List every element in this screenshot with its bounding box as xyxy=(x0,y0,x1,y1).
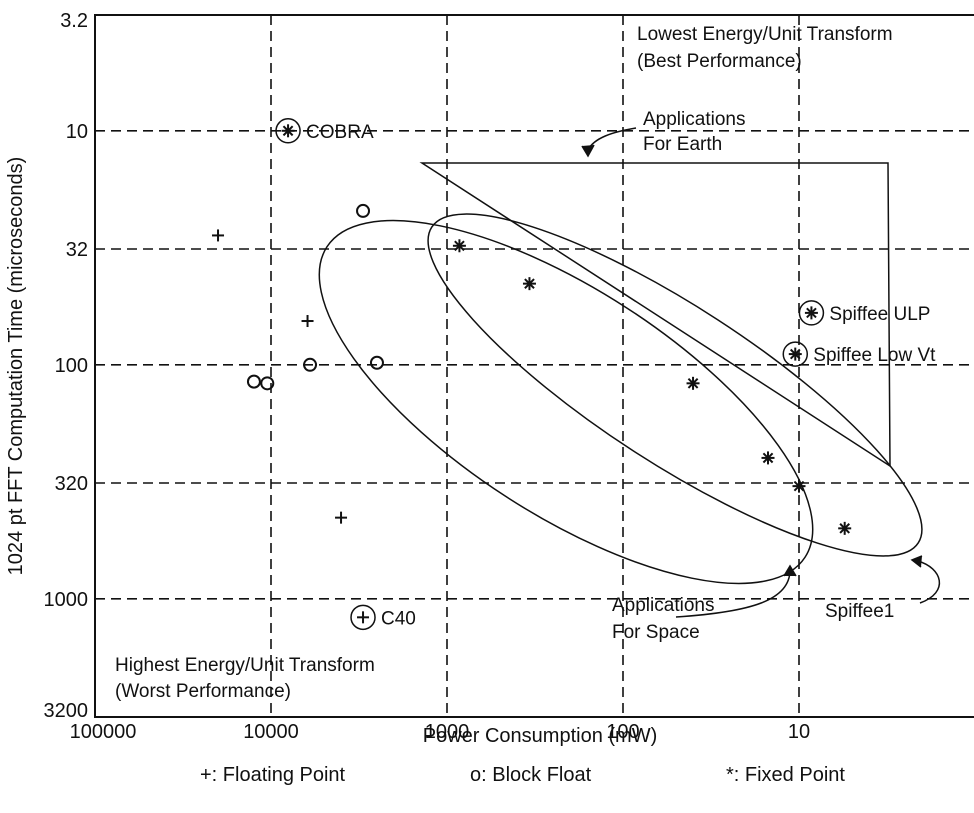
gridlines xyxy=(95,15,974,717)
applications-for-space-ellipse xyxy=(318,219,814,585)
x-tick-label: 1000 xyxy=(425,721,470,743)
cobra-marker xyxy=(281,124,295,138)
space-note-line1: Applications xyxy=(612,595,714,616)
block-float-marker xyxy=(303,357,318,372)
worst-performance-note-line2: (Worst Performance) xyxy=(115,681,291,702)
point-labels: COBRA C40 Spiffee ULP Spiffee Low Vt xyxy=(275,118,936,631)
cobra-label: COBRA xyxy=(306,122,374,143)
x-tick-label: 10000 xyxy=(243,721,299,743)
floating-point-marker xyxy=(301,315,314,328)
space-note-line2: For Space xyxy=(612,622,700,643)
spiffee-ulp-label: Spiffee ULP xyxy=(829,304,930,325)
spiffee-low-vt-marker xyxy=(788,347,802,361)
earth-note-line2: For Earth xyxy=(643,134,722,155)
space-callout-arrowhead xyxy=(783,564,797,577)
tick-labels: 100000 10000 1000 100 10 3.2 10 32 100 320 1000 320… xyxy=(44,10,811,743)
y-tick-label: 10 xyxy=(66,121,88,143)
block-float-marker xyxy=(356,203,371,218)
worst-performance-note-line1: Highest Energy/Unit Transform xyxy=(115,655,375,676)
x-tick-label: 10 xyxy=(788,721,810,743)
fixed-point-marker xyxy=(522,277,536,291)
earth-callout-arrowhead xyxy=(581,144,595,158)
spiffee1-callout-arrow xyxy=(917,560,940,604)
x-tick-label: 100 xyxy=(606,721,639,743)
x-axis-label: Power Consumption (mW) xyxy=(423,725,658,747)
y-axis-label: 1024 pt FFT Computation Time (microsecon… xyxy=(5,157,27,576)
c40-label: C40 xyxy=(381,608,416,629)
block-float-marker xyxy=(369,355,384,370)
floating-point-marker xyxy=(335,511,348,524)
fixed-point-marker xyxy=(838,521,852,535)
legend-fixed-point: *: Fixed Point xyxy=(726,764,845,786)
earth-note-line1: Applications xyxy=(643,109,745,130)
best-performance-note-line2: (Best Performance) xyxy=(637,51,802,72)
c40-highlight-ring xyxy=(350,604,376,631)
block-float-marker xyxy=(260,376,275,391)
y-tick-label: 32 xyxy=(66,239,88,261)
y-tick-label: 3.2 xyxy=(60,10,88,32)
legend-floating-point: +: Floating Point xyxy=(200,764,346,786)
best-performance-note-line1: Lowest Energy/Unit Transform xyxy=(637,24,893,45)
spiffee-ulp-highlight-ring xyxy=(798,300,825,326)
y-tick-label: 3200 xyxy=(44,700,89,722)
cobra-highlight-ring xyxy=(275,118,301,144)
y-tick-label: 100 xyxy=(55,355,88,377)
plot-frame xyxy=(94,14,974,718)
fixed-point-marker xyxy=(452,239,466,253)
x-tick-label: 100000 xyxy=(70,721,137,743)
fixed-point-marker xyxy=(761,451,775,465)
legend-block-float: o: Block Float xyxy=(470,764,592,786)
floating-point-marker xyxy=(212,229,225,242)
spiffee-low-vt-highlight-ring xyxy=(782,341,809,367)
fixed-point-marker xyxy=(792,479,806,493)
data-points xyxy=(212,124,852,624)
spiffee1-callout-arrowhead xyxy=(910,555,923,568)
space-callout-arrow xyxy=(675,569,791,618)
fixed-point-marker xyxy=(686,376,700,390)
block-float-marker xyxy=(246,374,261,389)
y-tick-label: 320 xyxy=(55,473,88,495)
applications-for-earth-region xyxy=(419,162,891,468)
spiffee-ulp-marker xyxy=(804,306,818,320)
spiffee1-ellipse xyxy=(427,213,923,557)
spiffee-low-vt-label: Spiffee Low Vt xyxy=(813,345,936,366)
c40-marker xyxy=(357,611,370,624)
y-tick-label: 1000 xyxy=(44,589,89,611)
spiffee1-note: Spiffee1 xyxy=(825,601,894,622)
